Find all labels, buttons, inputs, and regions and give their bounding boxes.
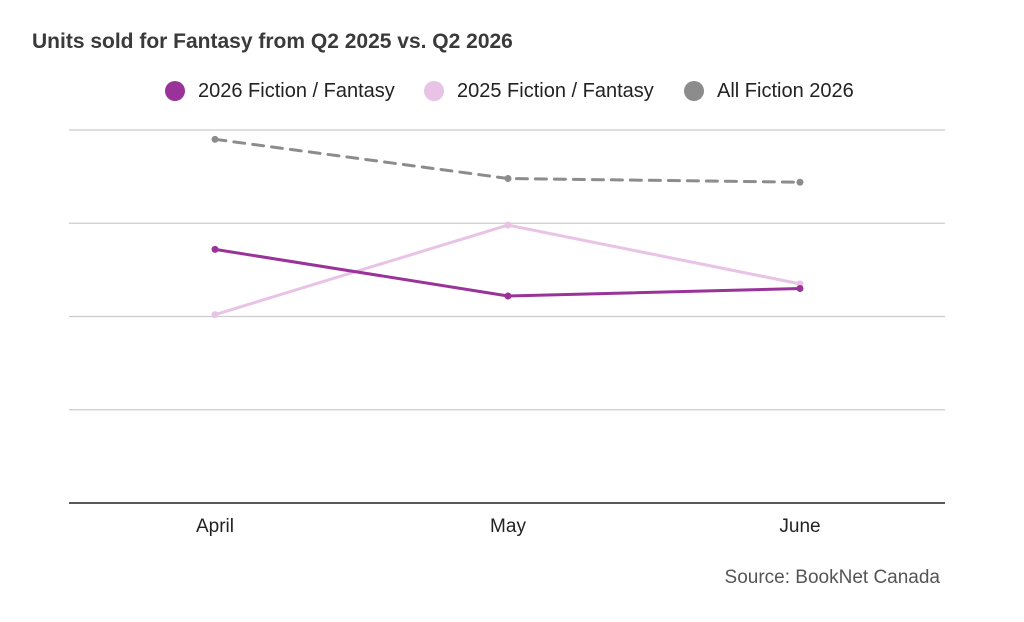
x-tick-label: April	[196, 516, 234, 537]
legend-item-2026-fantasy[interactable]: 2026 Fiction / Fantasy	[165, 76, 395, 106]
data-point	[211, 135, 219, 143]
series-line	[213, 223, 802, 317]
data-point	[504, 174, 512, 182]
chart-legend: 2026 Fiction / Fantasy 2025 Fiction / Fa…	[0, 76, 1024, 106]
data-point	[796, 285, 804, 293]
legend-label-2026-fantasy: 2026 Fiction / Fantasy	[198, 79, 395, 102]
chart-title: Units sold for Fantasy from Q2 2025 vs. …	[32, 30, 513, 53]
legend-item-all-fiction-2026[interactable]: All Fiction 2026	[684, 76, 854, 106]
data-point	[504, 292, 512, 300]
data-point	[504, 221, 512, 229]
data-point	[211, 245, 219, 253]
legend-label-2025-fantasy: 2025 Fiction / Fantasy	[457, 79, 654, 102]
legend-item-2025-fantasy[interactable]: 2025 Fiction / Fantasy	[424, 76, 654, 106]
data-point	[796, 178, 804, 186]
data-point	[211, 311, 219, 319]
legend-label-all-fiction-2026: All Fiction 2026	[717, 79, 854, 102]
legend-marker-all-fiction-2026	[684, 81, 704, 101]
x-tick-label: May	[490, 516, 526, 537]
legend-marker-2026-fantasy	[165, 81, 185, 101]
chart-source: Source: BookNet Canada	[724, 567, 940, 588]
x-tick-label: June	[779, 516, 820, 537]
legend-marker-2025-fantasy	[424, 81, 444, 101]
